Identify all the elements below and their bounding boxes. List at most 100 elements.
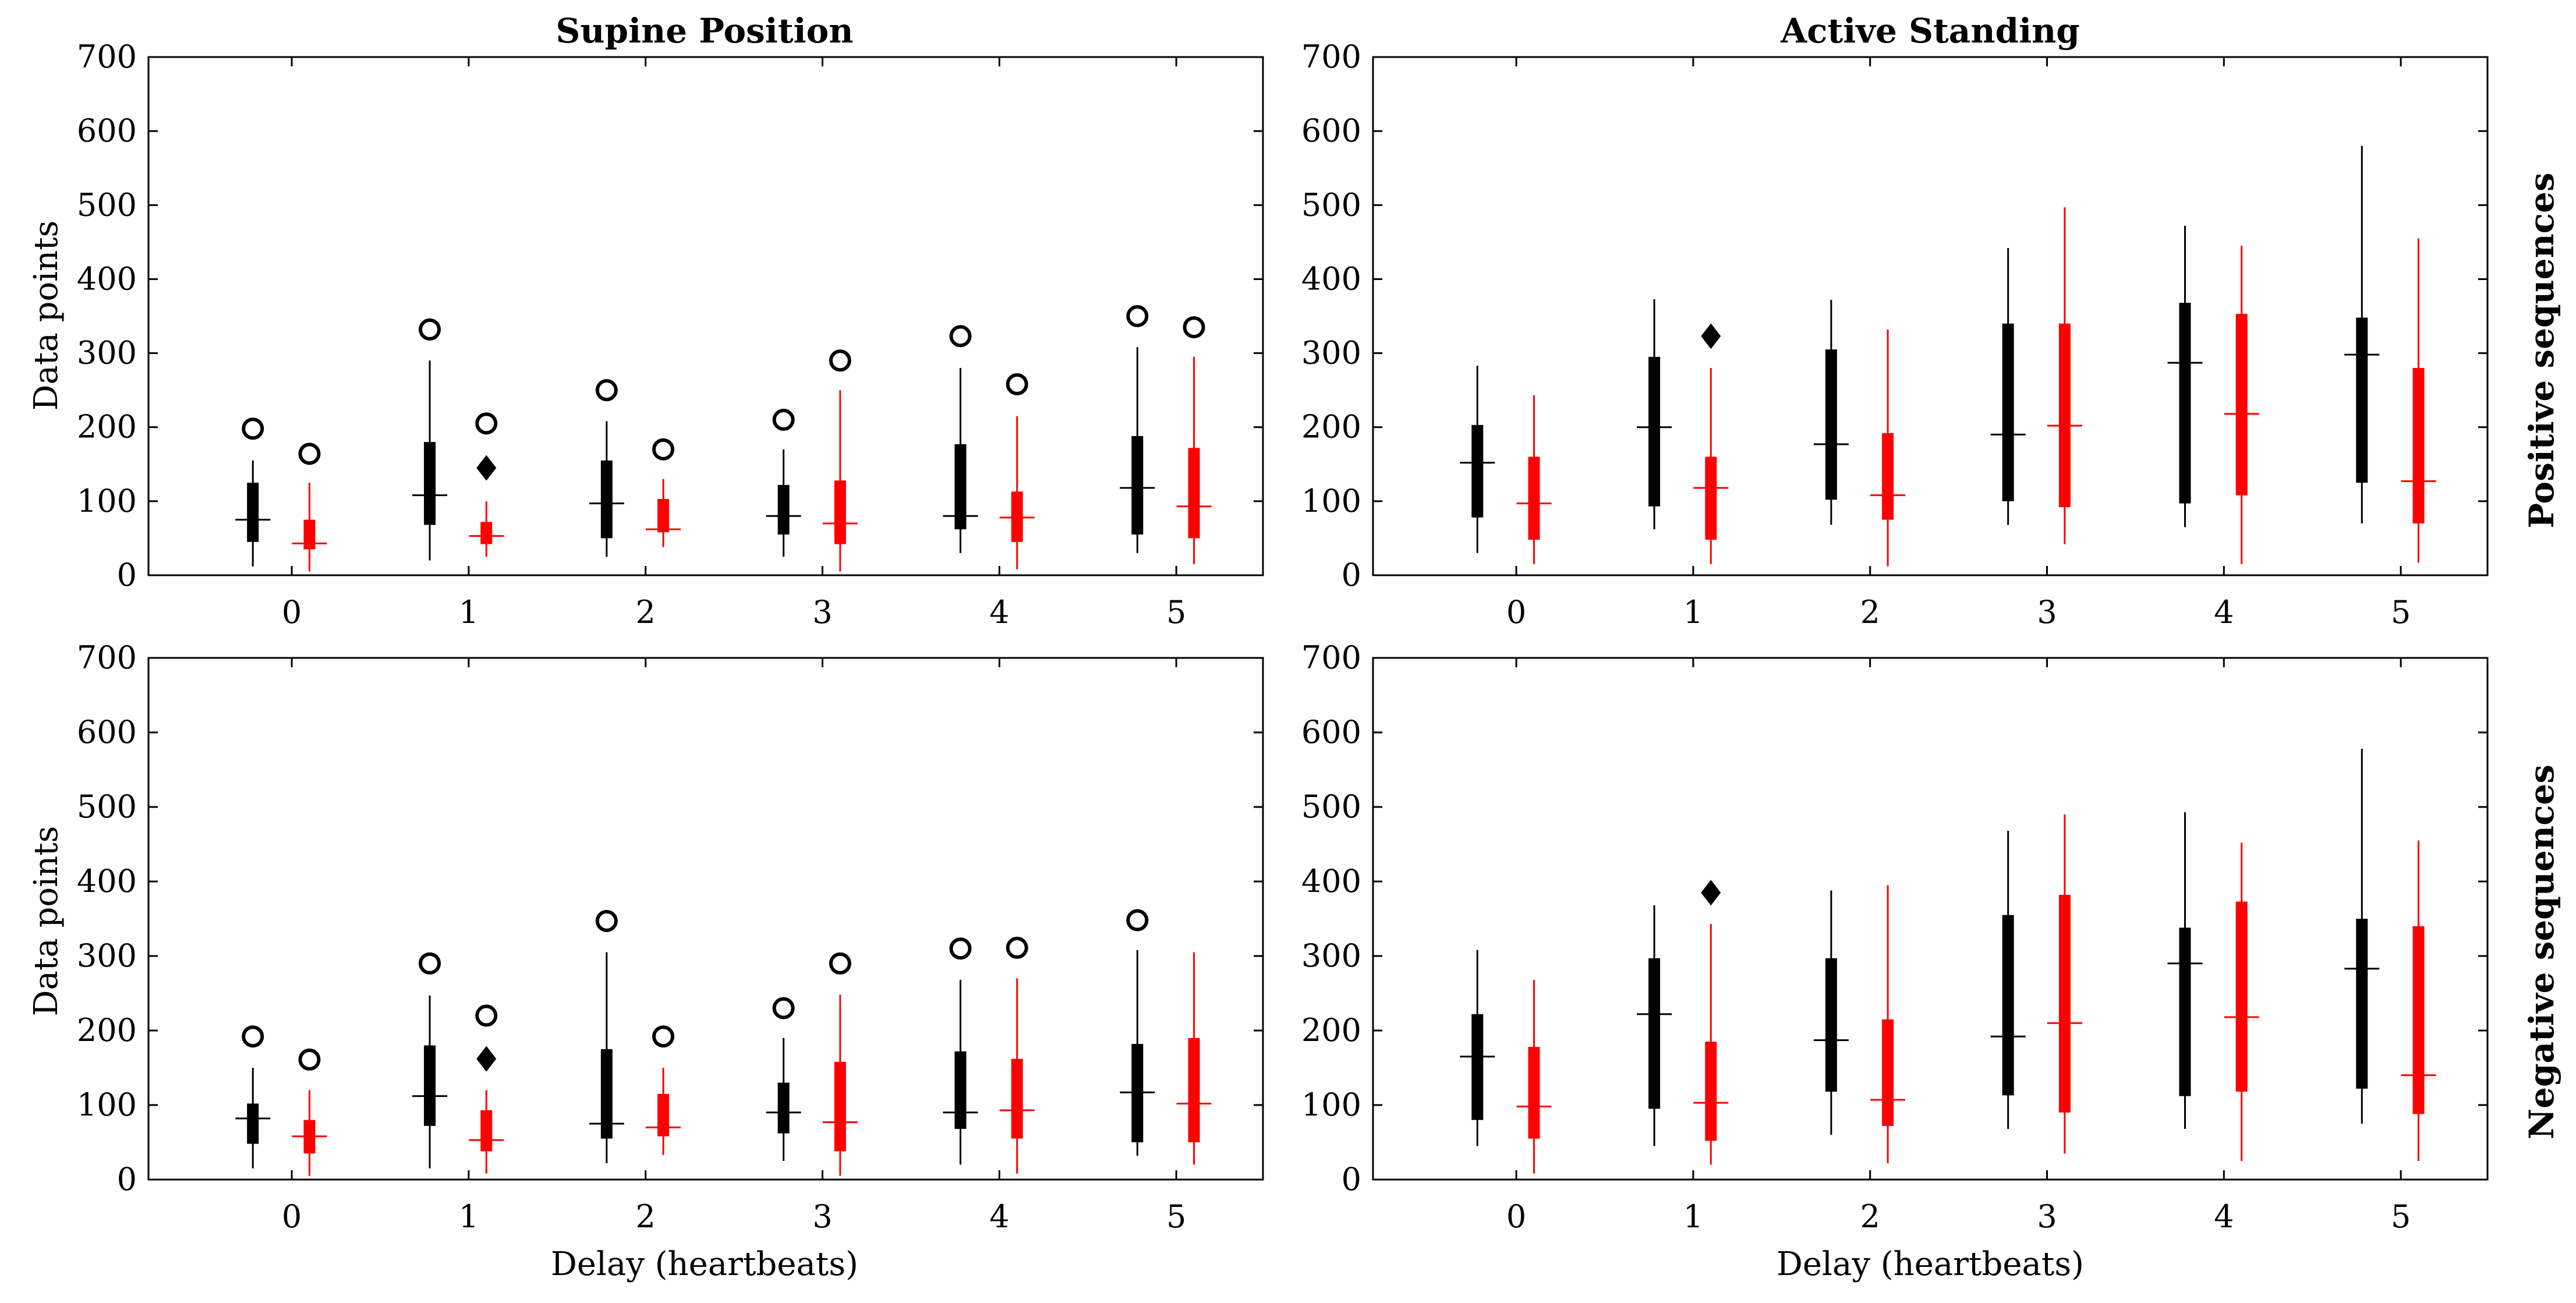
y-tick-label: 500 (77, 788, 137, 825)
diamond-marker (1701, 323, 1721, 349)
box-black (954, 444, 967, 530)
box-black (600, 1049, 613, 1139)
box-red (1528, 1047, 1540, 1139)
y-tick-label: 200 (77, 1012, 137, 1049)
y-tick-label: 500 (1301, 186, 1361, 223)
outlier-marker (595, 909, 618, 932)
x-tick-label: 3 (2037, 1198, 2057, 1235)
y-tick-label: 300 (1301, 335, 1361, 371)
y-tick-label: 400 (77, 863, 137, 900)
x-tick-label: 2 (1860, 594, 1880, 631)
x-tick-label: 3 (812, 594, 832, 631)
outlier-marker (419, 952, 441, 975)
outlier-marker (1126, 909, 1149, 932)
x-tick-label: 3 (812, 1198, 832, 1235)
x-tick-label: 4 (2214, 1198, 2234, 1235)
y-axis-label-bottom: Data points (27, 826, 65, 1017)
panel-supine-positive: 0 100 200 300 400 500 600 700 0 1 2 3 4 5 (77, 38, 1264, 631)
x-tick-label: 0 (282, 1198, 302, 1235)
axes-frame (147, 56, 1264, 576)
box-black (1648, 356, 1661, 507)
box-red (657, 499, 670, 533)
outlier-marker (595, 379, 618, 402)
box-black (2179, 303, 2191, 504)
outlier-marker (772, 997, 795, 1019)
diamond-marker (1701, 880, 1721, 906)
box-black (2356, 919, 2368, 1089)
outlier-marker (829, 349, 851, 372)
box-red (1882, 1019, 1894, 1126)
y-axis-label-top: Data points (27, 221, 65, 411)
outlier-marker (1126, 305, 1149, 327)
y-tick-label: 700 (77, 639, 137, 676)
x-tick-label: 4 (989, 1198, 1009, 1235)
row-title-positive: Positive sequences (2522, 172, 2561, 528)
box-red (1011, 1058, 1023, 1139)
y-tick-label: 0 (117, 557, 137, 593)
y-tick-label: 100 (1301, 1086, 1361, 1123)
x-axis-label-supine: Delay (heartbeats) (551, 1245, 858, 1283)
axes-frame (1372, 56, 2489, 576)
panel-standing-negative: 0 100 200 300 400 500 600 700 0 1 2 3 4 5 (1301, 639, 2489, 1235)
y-tick-label: 0 (117, 1161, 137, 1198)
panel-supine-negative: 0 100 200 300 400 500 600 700 0 1 2 3 4 5 (77, 639, 1264, 1235)
x-tick-label: 0 (282, 594, 302, 631)
box-black (2002, 915, 2014, 1096)
x-tick-label: 1 (1683, 1198, 1703, 1235)
y-tick-label: 400 (77, 260, 137, 297)
box-red (2235, 314, 2248, 495)
y-tick-label: 100 (77, 483, 137, 519)
row-title-negative: Negative sequences (2522, 764, 2561, 1139)
box-red (1882, 433, 1894, 520)
y-tick-label: 500 (77, 186, 137, 223)
box-black (2002, 323, 2014, 501)
col-title-standing: Active Standing (1780, 11, 2080, 51)
diamond-marker (476, 1046, 497, 1072)
y-tick-label: 700 (1301, 38, 1361, 75)
y-tick-label: 600 (1301, 112, 1361, 149)
outlier-marker (298, 1048, 321, 1071)
box-red (480, 1110, 493, 1152)
box-red (2235, 901, 2248, 1092)
x-tick-label: 0 (1506, 594, 1526, 631)
outlier-marker (949, 937, 972, 960)
outlier-marker (949, 325, 972, 348)
box-black (247, 483, 259, 542)
x-tick-label: 4 (989, 594, 1009, 631)
box-black (954, 1051, 967, 1129)
outlier-marker (475, 412, 498, 435)
y-tick-label: 200 (1301, 1012, 1361, 1049)
box-black (1131, 435, 1144, 535)
x-tick-label: 5 (2391, 1198, 2411, 1235)
box-black (600, 460, 613, 539)
x-axis-label-standing: Delay (heartbeats) (1777, 1245, 2084, 1283)
x-tick-label: 3 (2037, 594, 2057, 631)
x-tick-label: 5 (2391, 594, 2411, 631)
y-tick-label: 400 (1301, 260, 1361, 297)
box-black (2179, 927, 2191, 1096)
box-black (1825, 958, 1837, 1092)
y-tick-label: 100 (77, 1086, 137, 1123)
box-black (1825, 349, 1837, 500)
box-black (1471, 424, 1484, 518)
x-tick-label: 2 (636, 1198, 656, 1235)
outlier-marker (298, 442, 321, 465)
y-tick-label: 500 (1301, 788, 1361, 825)
box-red (1705, 456, 1717, 540)
y-tick-label: 700 (77, 38, 137, 75)
box-black (777, 1082, 790, 1134)
box-black (777, 484, 790, 535)
box-red (834, 1061, 846, 1152)
box-black (1648, 958, 1661, 1109)
outlier-marker (419, 318, 441, 341)
x-tick-label: 0 (1506, 1198, 1526, 1235)
box-red (2412, 368, 2425, 523)
box-black (247, 1103, 259, 1144)
box-red (657, 1093, 670, 1136)
box-red (303, 519, 316, 550)
y-tick-label: 100 (1301, 483, 1361, 519)
y-tick-label: 600 (77, 714, 137, 750)
x-tick-label: 4 (2214, 594, 2234, 631)
